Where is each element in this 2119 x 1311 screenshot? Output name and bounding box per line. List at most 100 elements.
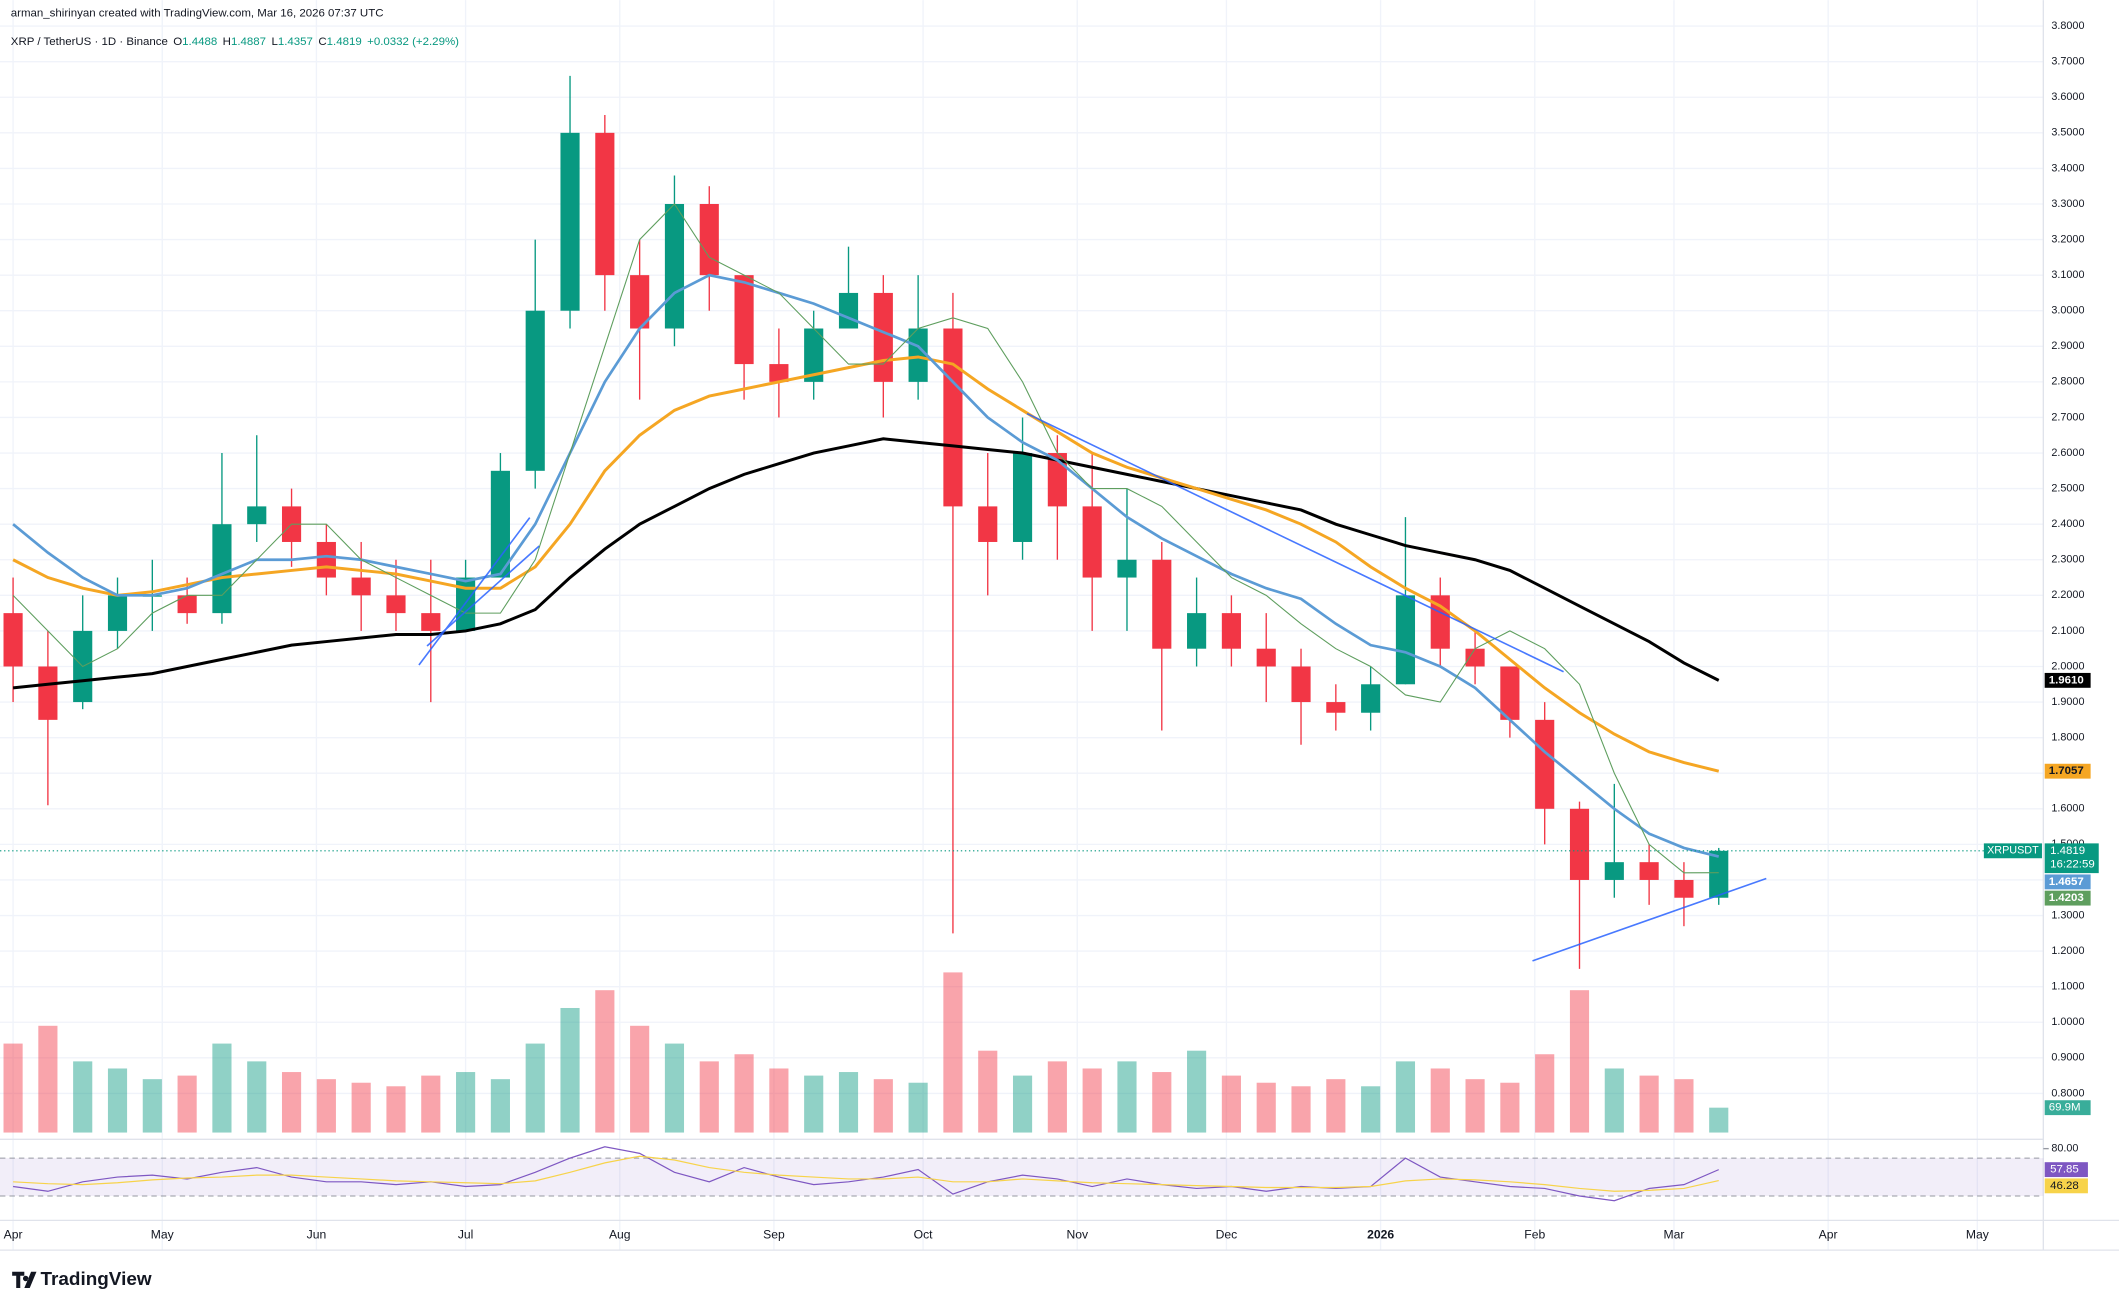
volume-bar (699, 1061, 719, 1133)
candle-body (664, 203, 685, 329)
candle-body (1361, 684, 1381, 713)
volume-bar (1500, 1082, 1520, 1133)
y-tick-label: 3.1000 (2051, 269, 2084, 281)
x-tick-label: 2026 (1367, 1227, 1394, 1241)
volume-bar (734, 1054, 754, 1133)
y-tick-label: 3.2000 (2051, 233, 2084, 245)
y-tick-label: 2.0000 (2051, 660, 2084, 672)
volume-bar (1535, 1054, 1555, 1133)
y-tick-label: 2.1000 (2051, 625, 2084, 637)
candle-body (1221, 613, 1241, 649)
x-tick-label: Jul (458, 1227, 474, 1241)
volume-bar (1569, 990, 1590, 1133)
x-tick-label: Dec (1216, 1227, 1238, 1241)
y-tick-label: 3.3000 (2051, 198, 2084, 210)
volume-bar (1187, 1050, 1207, 1133)
author-line: arman_shirinyan created with TradingView… (11, 8, 384, 20)
volume-bar (316, 1079, 336, 1133)
marks (0, 75, 2044, 1202)
y-tick-label: 2.7000 (2051, 411, 2084, 423)
axis-labels: 0.80000.90001.00001.10001.20001.30001.40… (4, 20, 2099, 1241)
candle-body (1012, 453, 1033, 542)
candle-body (1291, 666, 1311, 703)
ohlc-letter: C (318, 36, 326, 48)
y-tick-label: 3.6000 (2051, 91, 2084, 103)
candle-body (838, 292, 859, 329)
volume-bar (1395, 1061, 1416, 1133)
ohlc-value: 1.4819 (327, 36, 362, 48)
rsi-ma-line (13, 1155, 1719, 1192)
x-tick-label: May (151, 1227, 175, 1241)
candle-body (1465, 648, 1485, 667)
y-tick-label: 2.3000 (2051, 554, 2084, 566)
symbol-tag-text: XRPUSDT (1987, 845, 2039, 857)
y-tick-label: 1.2000 (2051, 945, 2084, 957)
candle-body (943, 328, 963, 507)
trend-lines (418, 412, 1767, 962)
candle-body (978, 506, 998, 542)
volume-bar (1430, 1068, 1450, 1133)
candle-body (177, 595, 197, 614)
volume-bar (1221, 1075, 1241, 1133)
volume-bar (247, 1061, 267, 1133)
volume-bar (3, 1043, 23, 1133)
ohlc-letter: L (271, 36, 277, 48)
volume-bar (595, 990, 615, 1133)
y-tick-label: 3.8000 (2051, 20, 2084, 32)
price-change: +0.0332 (+2.29%) (367, 36, 459, 48)
ohlc-letter: O (173, 36, 182, 48)
y-tick-label: 1.1000 (2051, 981, 2084, 993)
moving-average (12, 203, 1719, 874)
volume-bar (351, 1082, 371, 1133)
grid (0, 0, 2044, 1251)
ohlc-value: 1.4887 (231, 36, 266, 48)
y-tick-label: 1.9000 (2051, 696, 2084, 708)
rsi-band (0, 1158, 2044, 1197)
volume-bar (142, 1079, 162, 1133)
symbol-name: XRP / TetherUS · 1D · Binance (11, 36, 168, 48)
x-tick-label: Apr (4, 1227, 23, 1241)
ma-tag (2044, 874, 2091, 890)
volume-bar (1604, 1068, 1624, 1133)
volume-bar (804, 1075, 824, 1133)
trend-line (426, 545, 540, 647)
y-tick-label: 2.8000 (2051, 376, 2084, 388)
volume-bar (281, 1072, 302, 1133)
candle-body (525, 310, 545, 471)
x-tick-label: Jun (307, 1227, 327, 1241)
candle-body (769, 364, 789, 382)
candle-body (873, 292, 893, 382)
volume-bar (1291, 1086, 1311, 1133)
candle-body (3, 613, 23, 667)
ma-tag-text: 1.7057 (2049, 765, 2084, 777)
y-tick-label: 3.7000 (2051, 56, 2084, 68)
y-tick-label: 3.5000 (2051, 127, 2084, 139)
volume-bar (943, 972, 963, 1133)
x-tick-label: May (1966, 1227, 1990, 1241)
volume-bar (1047, 1061, 1067, 1133)
volume-bar (1674, 1079, 1694, 1133)
candle-body (1395, 595, 1416, 685)
candle-body (560, 132, 580, 311)
x-tick-label: Feb (1524, 1227, 1545, 1241)
candle-body (1569, 808, 1590, 880)
trend-line (1532, 877, 1767, 962)
volume-bar (1361, 1086, 1381, 1133)
rsi-tick-label: 80.00 (2051, 1142, 2078, 1154)
volume-bar (212, 1043, 232, 1133)
volume-bar (1117, 1061, 1137, 1133)
y-tick-label: 2.4000 (2051, 518, 2084, 530)
candle-body (316, 541, 336, 578)
volume-bar (1082, 1068, 1102, 1133)
ma-tag-text: 1.9610 (2049, 674, 2084, 686)
ma-tag (2044, 890, 2091, 906)
volume-bar (630, 1025, 650, 1133)
volume-tag (2044, 1100, 2091, 1116)
y-tick-label: 3.0000 (2051, 305, 2084, 317)
candle-body (595, 132, 615, 276)
rsi-tag (2044, 1162, 2088, 1178)
volume-bar (1639, 1075, 1659, 1133)
x-tick-label: Aug (609, 1227, 631, 1241)
y-tick-label: 0.9000 (2051, 1052, 2084, 1064)
y-tick-label: 1.6000 (2051, 803, 2084, 815)
